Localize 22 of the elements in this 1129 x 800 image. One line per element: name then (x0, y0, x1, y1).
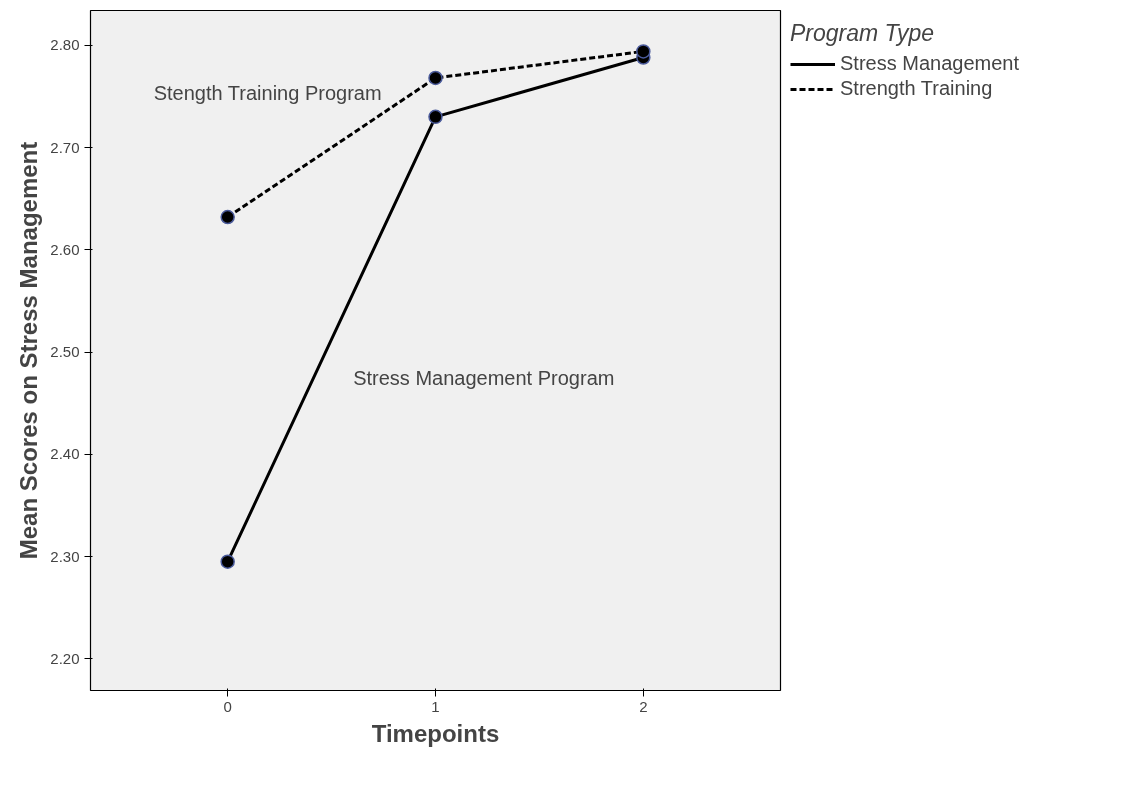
x-tick-label: 1 (431, 697, 440, 715)
x-tick-label: 0 (223, 697, 232, 715)
y-tick-label: 2.60 (50, 240, 80, 258)
y-tick-label: 2.70 (50, 138, 80, 156)
annotation: Stength Training Program (153, 81, 382, 104)
legend-label: Strength Training (840, 77, 993, 100)
y-axis-title: Mean Scores on Stress Management (15, 141, 43, 560)
point (428, 70, 443, 86)
y-tick-label: 2.80 (50, 36, 80, 54)
x-tick-label: 2 (639, 697, 648, 715)
x-axis-title: Timepoints (371, 719, 500, 747)
y-tick-label: 2.30 (50, 547, 80, 565)
point (220, 554, 235, 569)
annotation: Stress Management Program (353, 366, 615, 389)
point (428, 109, 443, 125)
point (636, 44, 651, 59)
y-tick-label: 2.40 (50, 445, 80, 463)
y-tick-label: 2.20 (50, 649, 80, 667)
legend-label: Stress Management (840, 52, 1019, 75)
point (220, 209, 235, 225)
legend-title: Program Type (790, 20, 935, 47)
y-tick-label: 2.50 (50, 343, 80, 361)
